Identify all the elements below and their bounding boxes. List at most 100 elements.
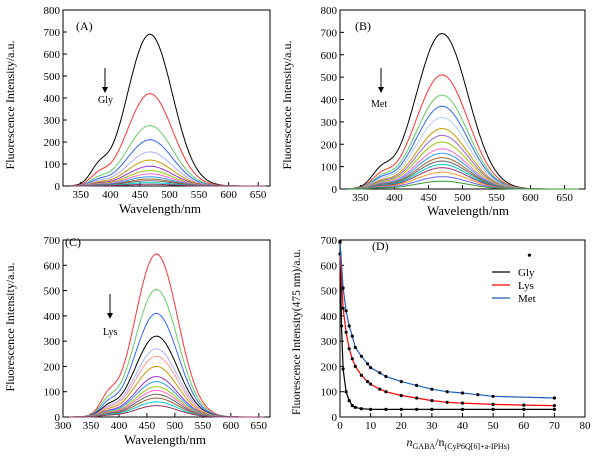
panel-a-label: (A) [76,19,93,33]
point-gly [384,407,388,411]
panel-d-xtick-label: 80 [580,420,592,432]
point-lys [359,373,363,377]
point-met [341,286,345,290]
panel-b-spectrum-7 [348,141,579,190]
point-gly [415,407,419,411]
point-met [344,309,348,313]
panel-b-ytick-label: 600 [321,50,338,62]
panel-d-xtick-label: 70 [549,420,561,432]
panel-b-ytick-label: 0 [332,184,338,196]
point-met [460,391,465,395]
point-lys [353,364,357,368]
point-lys [366,380,370,384]
panel-d-ytick-label: 500 [321,286,338,298]
panel-c-xtick-label: 300 [55,420,72,432]
panel-a-ytick-label: 800 [44,5,61,17]
panel-c-ytick-label: 700 [44,235,61,247]
panel-c-arrow-head [107,313,113,319]
panel-b-xlabel: Wavelength/nm [427,203,509,218]
point-met [384,374,388,379]
panel-b-ytick-label: 500 [321,72,338,84]
panel-c-xtick-label: 500 [167,420,184,432]
point-met [359,354,363,358]
curve-met [339,241,555,399]
panel-a-ytick-label: 700 [44,27,61,39]
point-gly [369,407,373,411]
panel-b-ytick-label: 200 [321,139,338,151]
panel-d-legend-marker: • [527,249,532,264]
panel-b-xtick-label: 350 [352,192,369,204]
panel-c-xtick-label: 400 [111,420,128,432]
panel-d-xtick-label: 40 [457,420,469,432]
point-gly [350,404,354,408]
panel-b-xtick-label: 500 [454,192,471,204]
panel-c-spectrum-0 [69,253,265,418]
panel-b: (B) Met Wavelength/nm Fluorescence Inten… [280,5,586,218]
panel-c: (C) Lys Wavelength/nm Fluorescence Inten… [3,235,271,447]
point-gly [460,407,465,411]
point-met [399,380,403,384]
panel-a-ytick-label: 600 [44,49,61,61]
point-met [491,394,495,398]
panel-a-ytick-label: 300 [44,115,61,127]
point-lys [430,399,434,403]
point-lys [369,382,373,386]
panel-c-ytick-label: 500 [44,286,61,298]
panel-a-xtick-label: 450 [132,189,149,201]
panel-b-ytick-label: 800 [321,5,338,17]
panel-b-arrow-label: Met [371,99,387,110]
panel-d-frame [339,239,586,418]
point-lys [460,401,465,405]
point-lys [341,306,345,310]
panel-d-xtick-label: 30 [426,420,438,432]
panel-a: (A) Gly Wavelength/nm Fluorescence Inten… [3,5,271,216]
point-lys [384,390,388,394]
panel-c-ytick-label: 300 [44,336,61,348]
panel-d: (D) Fluorescence Intensity(475 nm)/a.u. … [291,235,591,451]
panel-d-ytick-label: 600 [321,260,338,272]
panel-c-ytick-label: 600 [44,260,61,272]
point-lys [445,400,449,404]
panel-d-ytick-label: 300 [321,336,338,348]
panel-c-spectrum-14 [69,405,265,418]
panel-a-xtick-label: 500 [161,189,178,201]
point-gly [359,407,363,411]
panel-b-spectrum-16 [348,180,579,190]
panel-c-ytick-label: 400 [44,311,61,323]
panel-d-ytick-label: 400 [321,311,338,323]
point-gly [339,324,344,328]
point-met [476,393,480,397]
panel-b-xtick-label: 650 [556,192,573,204]
panel-c-frame [62,239,271,418]
point-met [430,387,434,391]
panel-c-label: (C) [65,235,81,249]
panel-d-xtick-label: 10 [365,420,377,432]
panel-a-ytick-label: 400 [44,93,61,105]
panel-b-spectrum-4 [348,116,579,190]
panel-d-xtick-label: 50 [488,420,500,432]
point-gly [344,390,348,394]
legend-label-gly: Gly [518,267,535,279]
panel-a-ytick-label: 100 [44,159,61,171]
point-met [353,345,357,350]
panel-a-ytick-label: 500 [44,71,61,83]
panel-d-ytick-label: 200 [321,361,338,373]
panel-c-ylabel: Fluorescence Intensity/a.u. [3,263,17,392]
panel-d-ytick-label: 100 [321,387,338,399]
point-met [366,362,370,366]
point-lys [350,357,354,361]
panel-c-xtick-label: 550 [195,420,212,432]
point-met [378,371,382,375]
point-met [415,383,419,387]
point-lys [378,387,382,391]
panel-c-spectrum-2 [69,312,265,418]
point-lys [552,404,557,408]
panel-a-xlabel: Wavelength/nm [119,201,201,216]
point-gly [552,407,557,411]
panel-b-xtick-label: 550 [488,192,505,204]
panel-c-ytick-label: 100 [44,387,61,399]
panel-c-xtick-label: 450 [139,420,156,432]
panel-a-xtick-label: 400 [102,189,119,201]
panel-a-ytick-label: 0 [55,181,61,193]
